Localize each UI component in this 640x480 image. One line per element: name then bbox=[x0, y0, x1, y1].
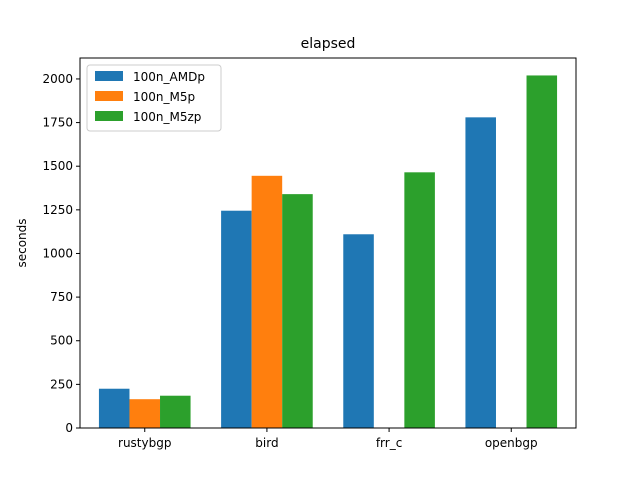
legend-label: 100n_M5p bbox=[133, 90, 195, 104]
y-axis: 0 250 500 750 1000 1250 1500 1750 2000 bbox=[42, 72, 80, 435]
chart-title: elapsed bbox=[301, 36, 356, 52]
bar-bird-100n_M5zp bbox=[282, 194, 313, 428]
y-tick-label: 2000 bbox=[42, 72, 73, 86]
y-tick-label: 1500 bbox=[42, 159, 73, 173]
bar-bird-100n_AMDp bbox=[221, 210, 252, 428]
legend-label: 100n_AMDp bbox=[133, 70, 205, 84]
legend-swatch bbox=[95, 91, 123, 101]
y-tick-label: 1250 bbox=[42, 203, 73, 217]
bar-frr_c-100n_M5zp bbox=[404, 172, 435, 428]
legend-label: 100n_M5zp bbox=[133, 110, 201, 124]
legend-swatch bbox=[95, 71, 123, 81]
y-tick-label: 1750 bbox=[42, 116, 73, 130]
y-tick-label: 250 bbox=[50, 377, 73, 391]
plot-area-frame bbox=[79, 57, 577, 429]
bar-rustybgp-100n_AMDp bbox=[98, 388, 130, 428]
x-axis: rustybgp bird frr_c openbgp bbox=[118, 428, 538, 450]
y-tick-label: 750 bbox=[50, 290, 73, 304]
legend-swatch bbox=[95, 111, 123, 121]
bar-bird-100n_M5p bbox=[251, 175, 283, 428]
legend: 100n_AMDp 100n_M5p 100n_M5zp bbox=[86, 64, 222, 132]
bars-group bbox=[98, 75, 558, 429]
bar-rustybgp-100n_M5p bbox=[129, 399, 161, 428]
bar-rustybgp-100n_M5zp bbox=[160, 395, 191, 428]
y-tick-label: 500 bbox=[50, 334, 73, 348]
y-axis-label: seconds bbox=[15, 218, 29, 267]
y-tick-label: 1000 bbox=[42, 246, 73, 260]
bar-openbgp-100n_AMDp bbox=[465, 117, 496, 428]
x-tick-label: rustybgp bbox=[118, 436, 171, 450]
x-tick-label: bird bbox=[255, 436, 278, 450]
y-tick-label: 0 bbox=[65, 421, 73, 435]
x-tick-label: frr_c bbox=[376, 436, 402, 450]
bar-openbgp-100n_M5zp bbox=[526, 75, 558, 429]
bar-frr_c-100n_AMDp bbox=[343, 234, 374, 428]
x-tick-label: openbgp bbox=[485, 436, 538, 450]
